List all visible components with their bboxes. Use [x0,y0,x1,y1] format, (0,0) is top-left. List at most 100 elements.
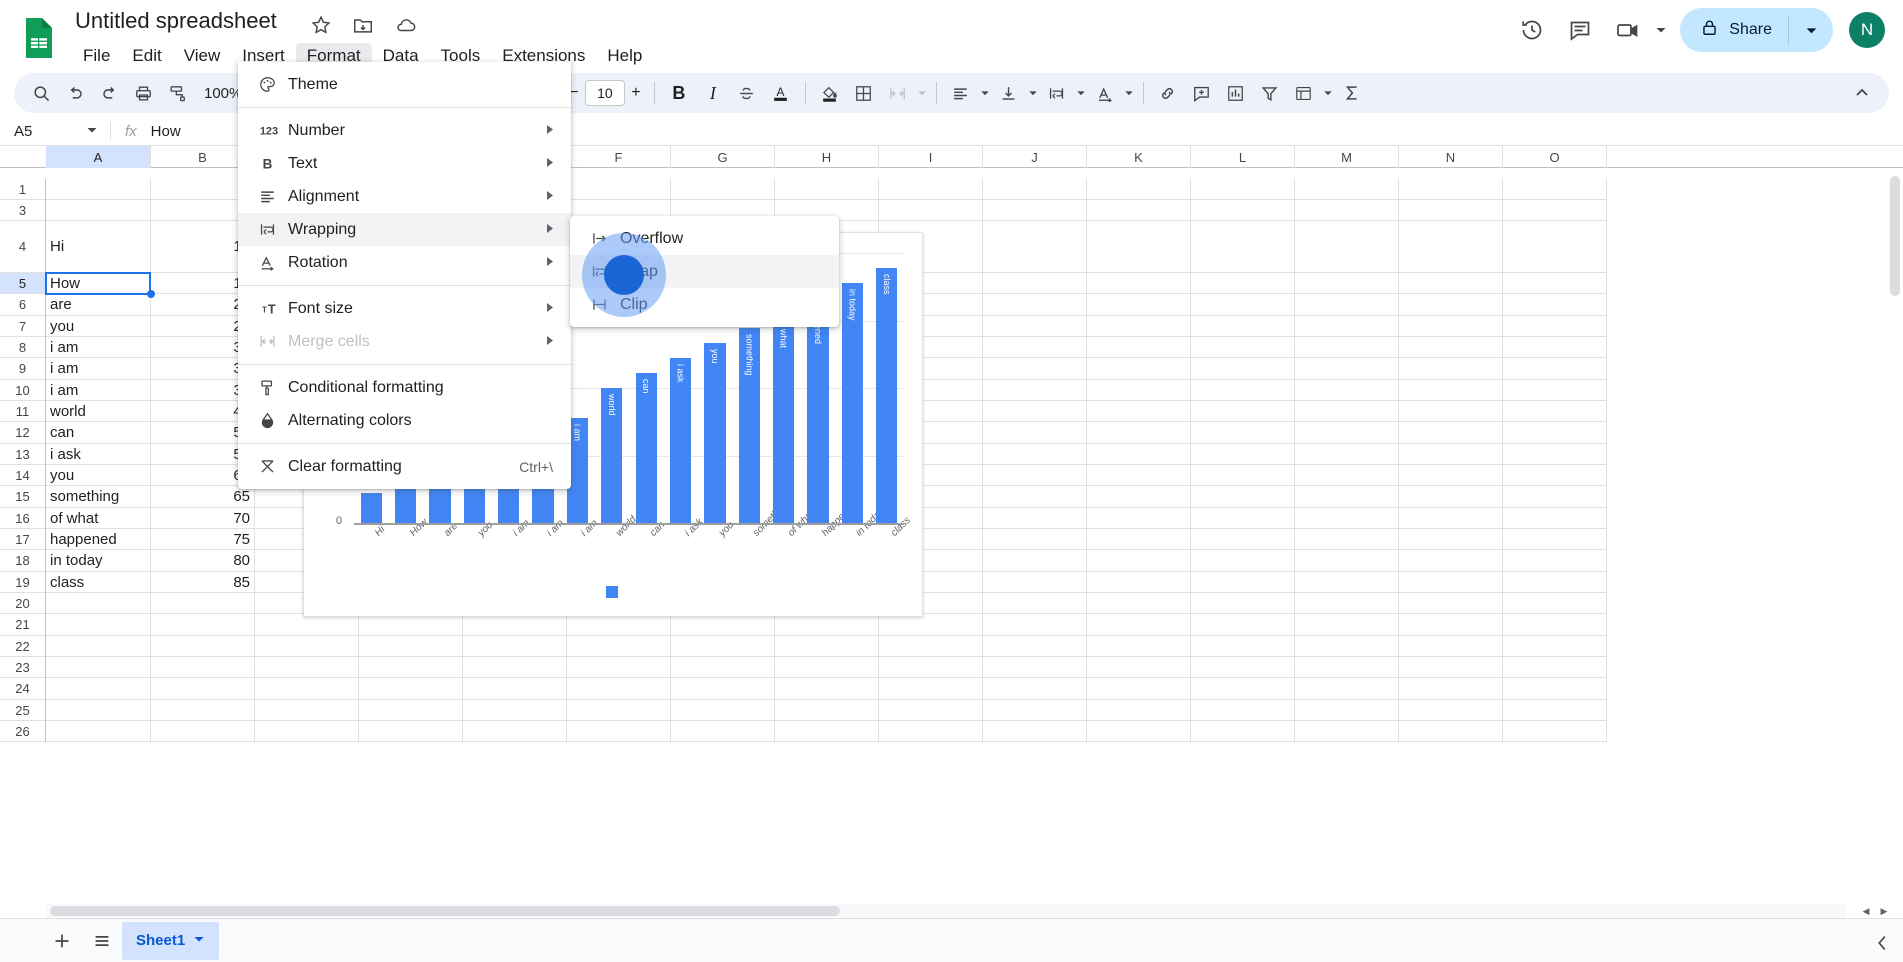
chart-bar[interactable] [360,493,382,523]
wrap-chevron-down-icon[interactable] [1074,88,1088,98]
cell-J8[interactable] [983,337,1087,358]
chart-bar[interactable] [704,343,726,523]
cell-E24[interactable] [463,678,567,700]
format-menu-item-text[interactable]: B Text [238,147,571,180]
wrapping-menu-item-clip[interactable]: Clip [570,288,839,321]
menu-edit[interactable]: Edit [132,46,162,65]
rotation-chevron-down-icon[interactable] [1122,88,1136,98]
cell-J13[interactable] [983,444,1087,465]
merge-cells-icon[interactable] [881,76,915,110]
cell-J16[interactable] [983,508,1087,529]
cell-M13[interactable] [1295,444,1399,465]
row-header-8[interactable]: 8 [0,337,46,358]
chart-bar[interactable] [635,373,657,523]
cell-N1[interactable] [1399,179,1503,200]
format-menu-item-theme[interactable]: Theme [238,68,571,101]
menu-data[interactable]: Data [382,46,419,65]
cell-J3[interactable] [983,200,1087,221]
column-header-a[interactable]: A [46,146,151,168]
explore-icon[interactable] [1871,932,1893,954]
sheets-logo-icon[interactable] [22,16,56,60]
cell-L4[interactable] [1191,221,1295,273]
cell-J24[interactable] [983,678,1087,700]
format-menu-item-wrapping[interactable]: Wrapping [238,213,571,246]
cell-A15[interactable]: something [46,486,151,508]
column-header-j[interactable]: J [983,146,1087,168]
cell-J17[interactable] [983,529,1087,550]
cell-K21[interactable] [1087,614,1191,636]
cell-N24[interactable] [1399,678,1503,700]
cell-M7[interactable] [1295,316,1399,337]
cell-F21[interactable] [567,614,671,636]
cell-A3[interactable] [46,200,151,221]
cell-I12[interactable] [879,422,983,444]
cell-L22[interactable] [1191,636,1295,657]
cell-L13[interactable] [1191,444,1295,465]
cell-N3[interactable] [1399,200,1503,221]
video-call-icon[interactable] [1606,8,1650,52]
cell-L7[interactable] [1191,316,1295,337]
cell-F23[interactable] [567,657,671,678]
text-rotation-icon[interactable] [1088,76,1122,110]
cell-L19[interactable] [1191,572,1295,593]
cell-H23[interactable] [775,657,879,678]
row-header-4[interactable]: 4 [0,221,46,273]
cell-L15[interactable] [1191,486,1295,508]
cell-K20[interactable] [1087,593,1191,614]
cell-A12[interactable]: can [46,422,151,444]
cell-K19[interactable] [1087,572,1191,593]
row-header-25[interactable]: 25 [0,700,46,721]
row-header-11[interactable]: 11 [0,401,46,422]
font-size-input[interactable]: 10 [584,80,625,106]
chart-bar[interactable] [669,358,692,523]
row-header-9[interactable]: 9 [0,358,46,380]
cell-I19[interactable] [879,572,983,593]
cell-A18[interactable]: in today [46,550,151,572]
cell-M3[interactable] [1295,200,1399,221]
row-header-21[interactable]: 21 [0,614,46,636]
cloud-saved-icon[interactable] [395,14,417,36]
row-header-22[interactable]: 22 [0,636,46,657]
cell-D21[interactable] [359,614,463,636]
cell-B21[interactable] [151,614,255,636]
chart-bar[interactable] [394,478,417,523]
cell-K23[interactable] [1087,657,1191,678]
cell-G26[interactable] [671,721,775,742]
row-header-5[interactable]: 5 [0,273,46,294]
cell-N9[interactable] [1399,358,1503,380]
cell-F24[interactable] [567,678,671,700]
cell-O20[interactable] [1503,593,1607,614]
cell-A24[interactable] [46,678,151,700]
cell-H25[interactable] [775,700,879,721]
cell-D26[interactable] [359,721,463,742]
cell-O17[interactable] [1503,529,1607,550]
cell-K14[interactable] [1087,465,1191,486]
cell-L11[interactable] [1191,401,1295,422]
cell-L26[interactable] [1191,721,1295,742]
cell-K1[interactable] [1087,179,1191,200]
cell-M19[interactable] [1295,572,1399,593]
row-header-13[interactable]: 13 [0,444,46,465]
cell-A20[interactable] [46,593,151,614]
column-header-o[interactable]: O [1503,146,1607,168]
cell-A9[interactable]: i am [46,358,151,380]
cell-G1[interactable] [671,179,775,200]
add-sheet-icon[interactable] [42,921,82,961]
cell-J26[interactable] [983,721,1087,742]
cell-N8[interactable] [1399,337,1503,358]
row-header-19[interactable]: 19 [0,572,46,593]
cell-N25[interactable] [1399,700,1503,721]
cell-A14[interactable]: you [46,465,151,486]
cell-M14[interactable] [1295,465,1399,486]
merge-chevron-down-icon[interactable] [915,88,929,98]
cell-I20[interactable] [879,593,983,614]
cell-C21[interactable] [255,614,359,636]
cell-J22[interactable] [983,636,1087,657]
cell-I17[interactable] [879,529,983,550]
cell-I10[interactable] [879,380,983,401]
cell-M12[interactable] [1295,422,1399,444]
menu-help[interactable]: Help [607,46,643,65]
avatar[interactable]: N [1849,12,1885,48]
cell-N22[interactable] [1399,636,1503,657]
cell-O7[interactable] [1503,316,1607,337]
